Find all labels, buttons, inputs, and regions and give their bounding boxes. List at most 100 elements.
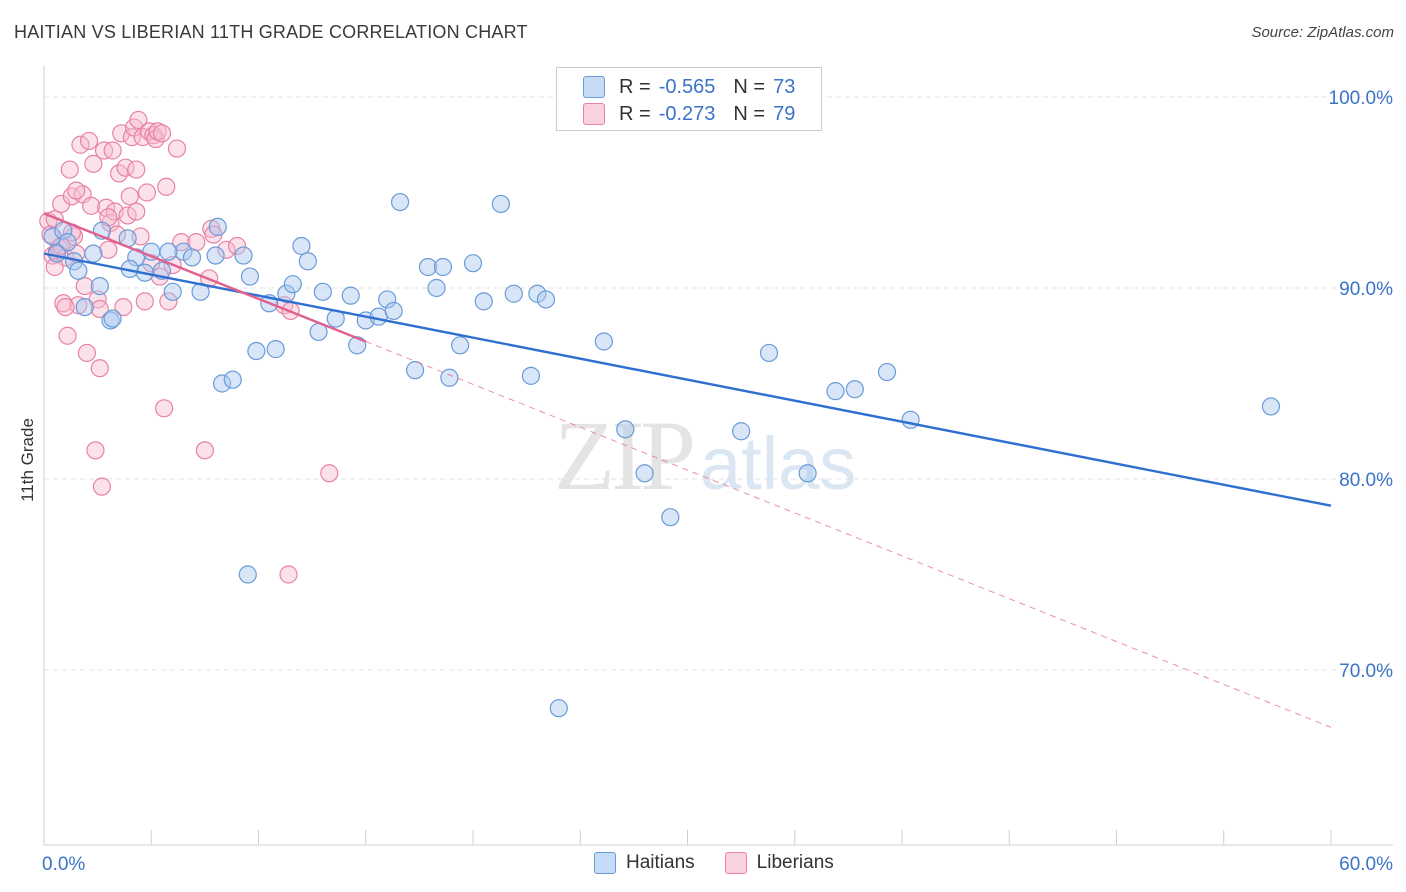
liberian-point [217,240,236,259]
haitian-point [341,286,360,305]
liberian-point [82,196,101,215]
haitian-point [292,236,311,256]
liberian-point [120,187,139,206]
y-tick-label: 100.0% [1329,88,1394,109]
legend-swatch-liberians [583,103,605,125]
haitian-point [84,244,103,263]
liberian-point [195,441,214,460]
haitian-point [234,246,253,265]
haitian-point [427,278,446,298]
liberian-point [118,206,137,225]
haitian-point [159,242,178,261]
watermark-atlas: atlas [700,422,857,505]
haitian-point [451,336,470,355]
haitian-point [182,248,202,267]
haitian-point [1261,397,1281,416]
legend-r-label: R = [619,75,651,98]
haitian-point [58,233,77,252]
haitian-point [759,343,779,363]
liberian-point [79,131,99,151]
haitian-trend-line [43,252,1332,507]
liberian-point [159,292,178,311]
haitian-point [504,284,523,303]
haitian-point [521,366,541,385]
liberian-point [155,399,174,418]
legend-r-label: R = [619,102,651,125]
liberian-point [92,477,112,496]
haitian-point [433,257,453,277]
haitian-point [163,282,182,301]
haitian-point [47,244,66,263]
haitian-point [405,361,425,380]
liberian-trend-line [43,212,367,343]
legend-n-label: N = [733,102,766,125]
haitian-point [247,341,266,361]
haitian-point [384,301,403,321]
liberian-point [127,202,146,221]
liberian-point [45,257,64,277]
legend-r-value: -0.273 [658,102,716,125]
liberian-point [58,326,77,345]
liberian-point [56,298,75,317]
haitian-point [103,309,122,328]
haitian-point [283,275,302,294]
liberian-point [71,135,90,154]
liberian-point [167,139,187,158]
y-tick-label: 90.0% [1339,279,1393,300]
liberian-point [227,236,247,256]
haitian-point [75,298,94,317]
haitian-point [223,370,242,389]
legend-swatch-haitians [594,852,616,874]
y-axis-label: 11th Grade [18,418,37,502]
legend-swatch-haitians [583,76,605,98]
haitian-point [208,217,227,236]
legend-r-value: -0.565 [658,75,716,98]
liberian-point [75,276,94,296]
liberian-point [67,181,86,200]
liberian-point [279,565,298,584]
watermark-zip: ZIP [554,400,696,511]
legend-n-value: 79 [773,102,796,125]
series-legend: Haitians Liberians [594,852,864,874]
haitian-point [635,464,654,483]
stats-legend: R = -0.565 N = 73 R = -0.273 N = 79 [556,67,822,131]
legend-row-haitians: R = -0.565 N = 73 [583,76,795,98]
haitian-point [845,380,864,399]
liberian-point [60,160,79,179]
liberian-point [114,298,133,317]
liberian-point [99,240,118,259]
haitian-point [378,290,397,309]
haitian-point [491,194,510,214]
haitian-point [298,252,317,271]
haitian-point [240,267,260,286]
liberian-point [320,464,339,483]
haitian-point [536,290,556,309]
haitian-point [798,464,817,483]
watermark: ZIP atlas [554,398,856,513]
liberian-point [157,177,176,196]
y-tick-label: 80.0% [1339,470,1393,491]
haitian-point [313,282,332,301]
liberian-point [127,160,146,179]
haitian-point [212,374,232,393]
haitian-point [616,420,635,439]
legend-n-value: 73 [773,75,796,98]
x-tick-label: 60.0% [1339,854,1393,875]
liberian-point [135,292,154,311]
haitian-point [549,699,568,718]
haitian-point [463,254,483,273]
haitian-point [418,257,438,277]
liberian-point [137,183,157,202]
liberian-point [129,110,148,130]
chart-title: HAITIAN VS LIBERIAN 11TH GRADE CORRELATI… [14,22,528,42]
liberian-point [152,124,172,143]
haitian-point [594,332,613,351]
haitian-point [440,368,459,387]
legend-n-label: N = [733,75,766,98]
haitian-point [826,382,845,401]
haitian-point [69,261,88,280]
haitian-point [266,340,285,359]
haitian-point [206,246,225,265]
liberian-point [90,359,109,378]
